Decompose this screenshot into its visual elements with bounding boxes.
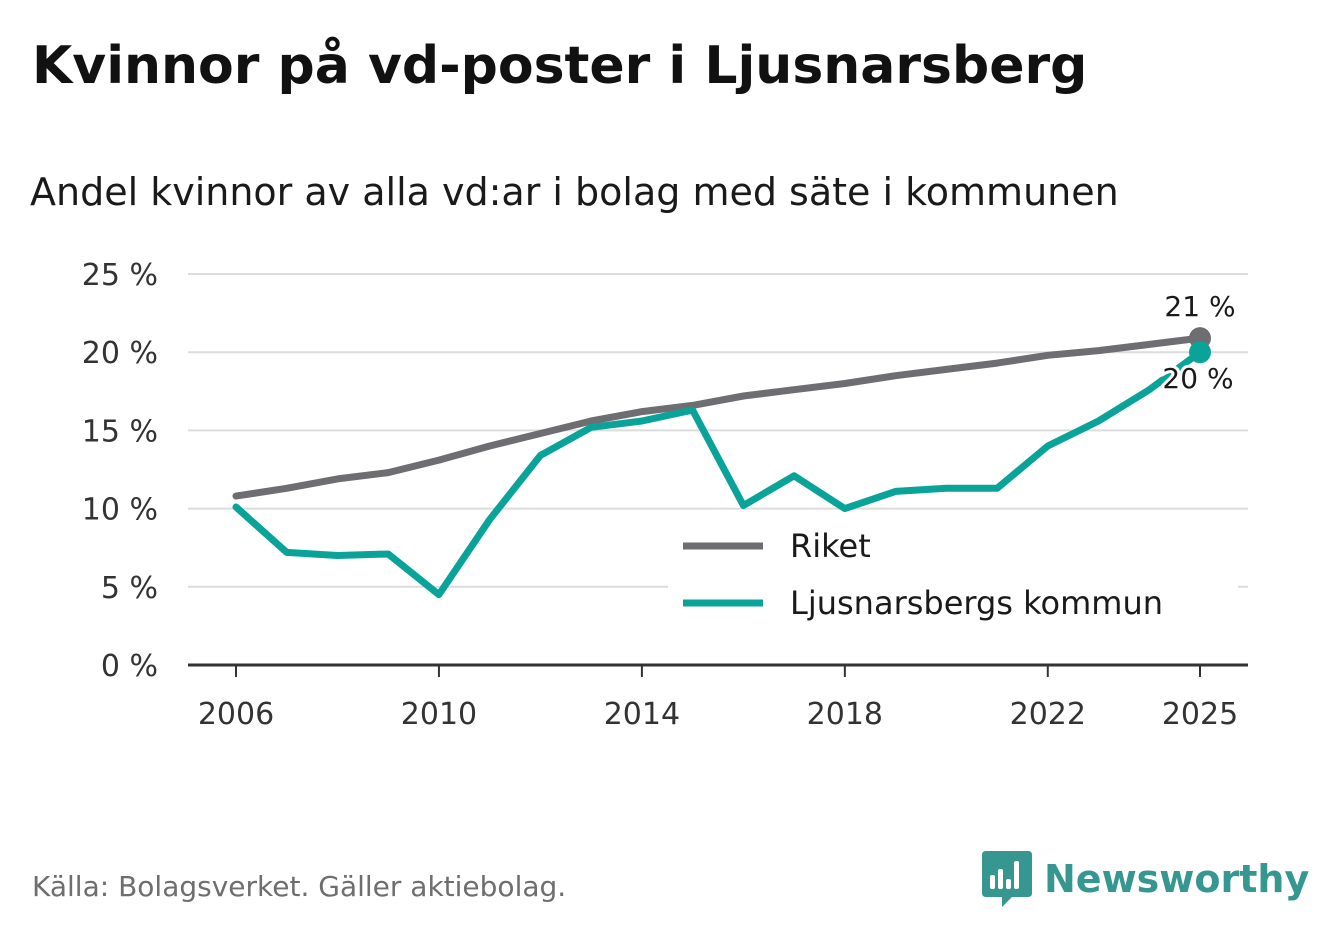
y-tick-label: 20 % — [82, 336, 158, 371]
x-tick-label: 2010 — [401, 697, 477, 732]
legend-entry-riket-label: Riket — [790, 527, 871, 565]
riket-end-label: 21 % — [1164, 290, 1235, 323]
legend-entry-kommun-label: Ljusnarsbergs kommun — [790, 584, 1163, 622]
brand-logo: Newsworthy — [980, 848, 1309, 910]
kommun-end-label: 20 % — [1162, 362, 1233, 395]
legend: Riket Ljusnarsbergs kommun — [668, 520, 1238, 638]
chart-subtitle: Andel kvinnor av alla vd:ar i bolag med … — [30, 170, 1119, 214]
y-tick-label: 15 % — [82, 414, 158, 449]
y-axis-ticks: 0 % 5 % 10 % 15 % 20 % 25 % — [82, 258, 158, 684]
x-tick-label: 2022 — [1010, 697, 1086, 732]
kommun-end-marker — [1189, 341, 1211, 364]
series-line-kommun — [232, 348, 1204, 599]
y-tick-label: 0 % — [101, 649, 158, 684]
legend-background — [668, 520, 1238, 638]
x-tick-label: 2006 — [198, 697, 274, 732]
series-lines — [232, 334, 1204, 599]
series-end-markers: 21 % 20 % — [1159, 290, 1236, 398]
brand-name: Newsworthy — [1044, 857, 1310, 901]
y-tick-label: 5 % — [101, 571, 158, 606]
newsworthy-logo-icon — [982, 851, 1032, 907]
gridlines — [188, 273, 1248, 667]
chart-title: Kvinnor på vd-poster i Ljusnarsberg — [32, 36, 1088, 96]
source-note: Källa: Bolagsverket. Gäller aktiebolag. — [32, 870, 567, 903]
x-tick-label: 2014 — [604, 697, 680, 732]
series-line-riket — [232, 334, 1204, 500]
y-tick-label: 10 % — [82, 493, 158, 528]
y-tick-label: 25 % — [82, 258, 158, 293]
x-axis-ticks: 2006 2010 2014 2018 2022 2025 — [198, 665, 1238, 732]
x-tick-label: 2018 — [807, 697, 883, 732]
x-tick-label: 2025 — [1162, 697, 1238, 732]
